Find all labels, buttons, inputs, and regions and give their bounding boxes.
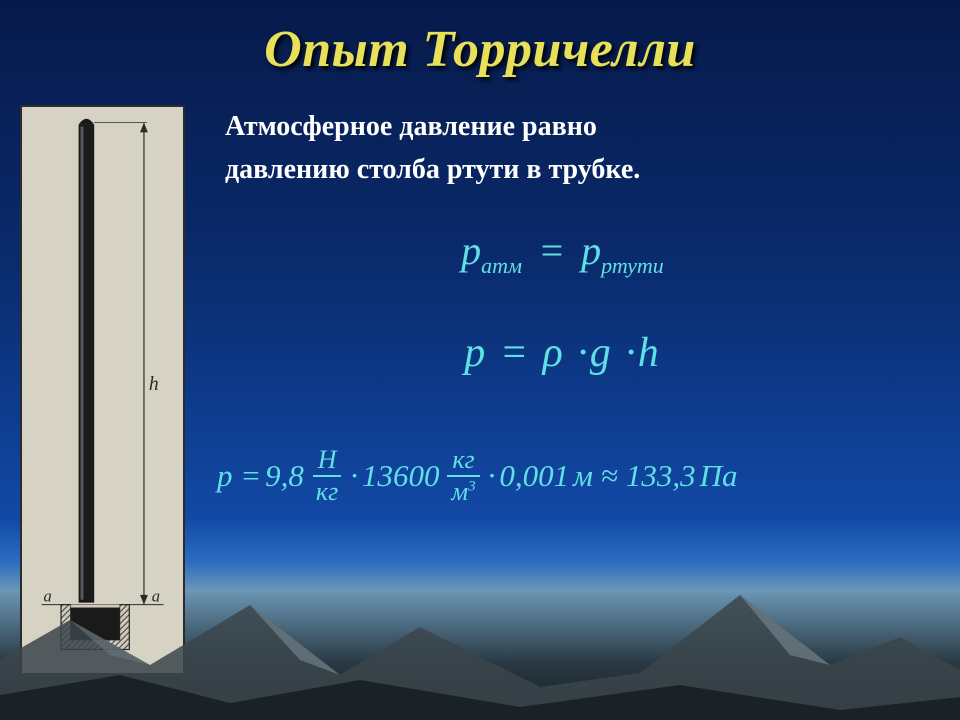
calc-h-value: 0,001 [499, 458, 569, 494]
content-row: h a a [20, 105, 940, 720]
calc-dot-1: · [350, 458, 358, 494]
svg-text:a: a [43, 587, 51, 606]
calc-g-value: 9,8 [265, 458, 304, 494]
calc-dot-2: · [488, 458, 496, 494]
barometer-diagram: h a a [20, 105, 185, 675]
calculation-line: p = 9,8 Н кг · 13600 кг м3 · 0,001м ≈ 13… [217, 447, 940, 505]
text-area: Атмосферное давление равно давлению стол… [225, 105, 940, 720]
svg-text:a: a [152, 587, 160, 606]
calc-rho-unit: кг м3 [446, 447, 480, 505]
description-line-2: давлению столба ртути в трубке. [225, 148, 940, 191]
calc-approx: ≈ [601, 458, 618, 494]
calc-h-unit: м [573, 458, 593, 494]
calc-p-eq: p = [217, 458, 261, 494]
calc-rho-value: 13600 [362, 458, 440, 494]
calc-result-value: 133,3 [626, 458, 696, 494]
barometer-svg: h a a [22, 107, 183, 663]
formula-patm-equals: pатм = pртути [225, 227, 900, 279]
slide-title: Опыт Торричелли [0, 0, 960, 79]
height-label: h [149, 374, 159, 395]
calc-result-unit: Па [700, 458, 738, 494]
slide: Опыт Торричелли h a a [0, 0, 960, 720]
description-line-1: Атмосферное давление равно [225, 105, 940, 148]
formula-p-rho-g-h: p = ρ ·g ·h [225, 329, 900, 377]
calc-g-unit: Н кг [311, 447, 343, 505]
